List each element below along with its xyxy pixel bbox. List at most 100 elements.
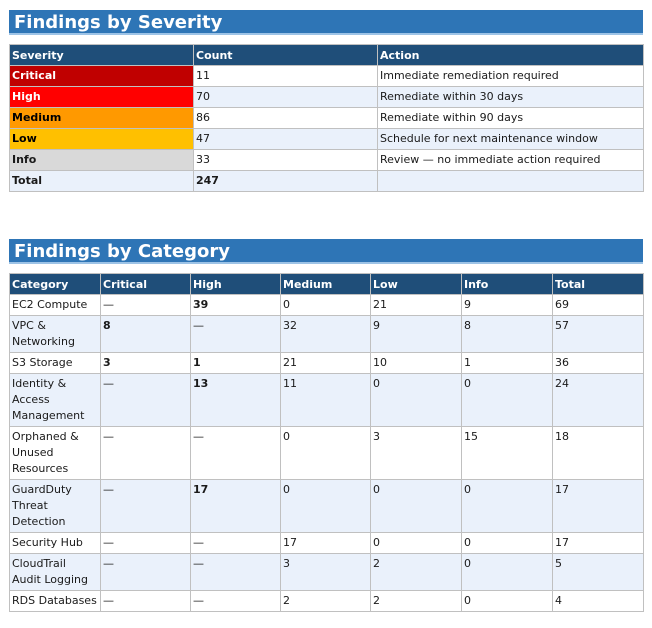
high-cell: 17 xyxy=(190,479,281,533)
severity-action: Schedule for next maintenance window xyxy=(377,128,644,150)
total-cell: 36 xyxy=(552,352,644,374)
total-label: Total xyxy=(9,170,194,192)
severity-row-low: Low 47 Schedule for next maintenance win… xyxy=(9,128,644,150)
category-row: VPC & Networking 8 — 32 9 8 57 xyxy=(9,315,644,353)
low-cell: 9 xyxy=(370,315,462,353)
info-cell: 0 xyxy=(461,373,553,427)
high-cell: — xyxy=(190,553,281,591)
category-row: Security Hub — — 17 0 0 17 xyxy=(9,532,644,554)
high-cell: 1 xyxy=(190,352,281,374)
low-cell: 10 xyxy=(370,352,462,374)
medium-cell: 0 xyxy=(280,294,371,316)
severity-action: Remediate within 90 days xyxy=(377,107,644,129)
category-cell: EC2 Compute xyxy=(9,294,101,316)
category-section-title: Findings by Category xyxy=(9,239,643,264)
category-cell: Orphaned & Unused Resources xyxy=(9,426,101,480)
severity-section: Findings by Severity Severity Count Acti… xyxy=(9,10,644,192)
critical-cell: — xyxy=(100,373,191,427)
category-row: RDS Databases — — 2 2 0 4 xyxy=(9,590,644,612)
col-header-info: Info xyxy=(461,273,553,295)
total-cell: 4 xyxy=(552,590,644,612)
category-table: Category Critical High Medium Low Info T… xyxy=(9,273,644,612)
low-cell: 2 xyxy=(370,553,462,591)
category-cell: GuardDuty Threat Detection xyxy=(9,479,101,533)
category-cell: S3 Storage xyxy=(9,352,101,374)
severity-label: Low xyxy=(9,128,194,150)
severity-table-header: Severity Count Action xyxy=(9,44,644,66)
high-cell: 13 xyxy=(190,373,281,427)
category-cell: VPC & Networking xyxy=(9,315,101,353)
severity-label: Critical xyxy=(9,65,194,87)
critical-cell: 3 xyxy=(100,352,191,374)
low-cell: 0 xyxy=(370,532,462,554)
category-cell: RDS Databases xyxy=(9,590,101,612)
high-cell: 39 xyxy=(190,294,281,316)
low-cell: 0 xyxy=(370,479,462,533)
category-row: S3 Storage 3 1 21 10 1 36 xyxy=(9,352,644,374)
info-cell: 9 xyxy=(461,294,553,316)
category-row: Identity & Access Management — 13 11 0 0… xyxy=(9,373,644,427)
category-row: Orphaned & Unused Resources — — 0 3 15 1… xyxy=(9,426,644,480)
info-cell: 15 xyxy=(461,426,553,480)
critical-cell: 8 xyxy=(100,315,191,353)
severity-section-title: Findings by Severity xyxy=(9,10,643,35)
severity-row-critical: Critical 11 Immediate remediation requir… xyxy=(9,65,644,87)
severity-count: 86 xyxy=(193,107,378,129)
col-header-critical: Critical xyxy=(100,273,191,295)
severity-total-row: Total 247 xyxy=(9,170,644,192)
category-row: GuardDuty Threat Detection — 17 0 0 0 17 xyxy=(9,479,644,533)
severity-label: High xyxy=(9,86,194,108)
high-cell: — xyxy=(190,315,281,353)
medium-cell: 32 xyxy=(280,315,371,353)
info-cell: 1 xyxy=(461,352,553,374)
total-cell: 24 xyxy=(552,373,644,427)
severity-action: Remediate within 30 days xyxy=(377,86,644,108)
total-cell: 18 xyxy=(552,426,644,480)
medium-cell: 0 xyxy=(280,426,371,480)
col-header-category: Category xyxy=(9,273,101,295)
severity-row-info: Info 33 Review — no immediate action req… xyxy=(9,149,644,171)
medium-cell: 3 xyxy=(280,553,371,591)
severity-action: Review — no immediate action required xyxy=(377,149,644,171)
total-cell: 69 xyxy=(552,294,644,316)
total-action xyxy=(377,170,644,192)
col-header-low: Low xyxy=(370,273,462,295)
info-cell: 8 xyxy=(461,315,553,353)
col-header-medium: Medium xyxy=(280,273,371,295)
severity-row-medium: Medium 86 Remediate within 90 days xyxy=(9,107,644,129)
critical-cell: — xyxy=(100,590,191,612)
medium-cell: 2 xyxy=(280,590,371,612)
high-cell: — xyxy=(190,532,281,554)
total-count: 247 xyxy=(193,170,378,192)
severity-row-high: High 70 Remediate within 30 days xyxy=(9,86,644,108)
severity-label: Info xyxy=(9,149,194,171)
category-cell: CloudTrail Audit Logging xyxy=(9,553,101,591)
col-header-total: Total xyxy=(552,273,644,295)
low-cell: 21 xyxy=(370,294,462,316)
category-row: EC2 Compute — 39 0 21 9 69 xyxy=(9,294,644,316)
medium-cell: 11 xyxy=(280,373,371,427)
info-cell: 0 xyxy=(461,590,553,612)
medium-cell: 0 xyxy=(280,479,371,533)
severity-count: 11 xyxy=(193,65,378,87)
col-header-high: High xyxy=(190,273,281,295)
total-cell: 17 xyxy=(552,479,644,533)
category-cell: Security Hub xyxy=(9,532,101,554)
high-cell: — xyxy=(190,426,281,480)
col-header-severity: Severity xyxy=(9,44,194,66)
severity-count: 47 xyxy=(193,128,378,150)
medium-cell: 17 xyxy=(280,532,371,554)
critical-cell: — xyxy=(100,553,191,591)
category-table-header: Category Critical High Medium Low Info T… xyxy=(9,273,644,295)
severity-count: 33 xyxy=(193,149,378,171)
category-row: CloudTrail Audit Logging — — 3 2 0 5 xyxy=(9,553,644,591)
critical-cell: — xyxy=(100,294,191,316)
low-cell: 3 xyxy=(370,426,462,480)
medium-cell: 21 xyxy=(280,352,371,374)
total-cell: 5 xyxy=(552,553,644,591)
col-header-count: Count xyxy=(193,44,378,66)
severity-count: 70 xyxy=(193,86,378,108)
total-cell: 57 xyxy=(552,315,644,353)
low-cell: 0 xyxy=(370,373,462,427)
total-cell: 17 xyxy=(552,532,644,554)
